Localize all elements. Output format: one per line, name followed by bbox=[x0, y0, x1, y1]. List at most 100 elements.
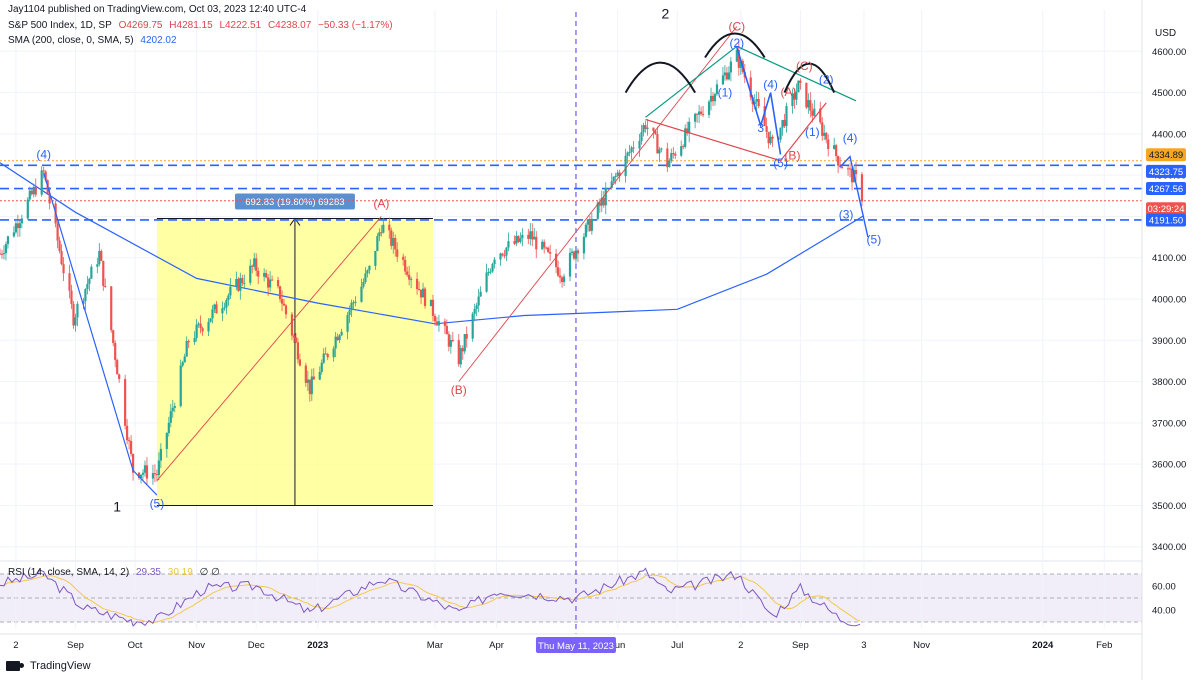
candles[interactable] bbox=[0, 41, 864, 485]
candle-body bbox=[169, 411, 172, 423]
candle-body bbox=[485, 272, 488, 292]
candle-body bbox=[187, 341, 190, 343]
candle-body bbox=[284, 305, 288, 315]
candle-body bbox=[624, 155, 627, 177]
candle-body bbox=[819, 108, 822, 123]
candle-body bbox=[410, 278, 413, 280]
candle-body bbox=[823, 132, 826, 136]
candle-body bbox=[848, 168, 852, 170]
candle-body bbox=[699, 111, 703, 114]
candle-body bbox=[60, 250, 63, 265]
candle-body bbox=[0, 253, 4, 255]
price-tick-label: 3400.00 bbox=[1152, 542, 1186, 553]
price-tick-label: 3500.00 bbox=[1152, 501, 1186, 512]
price-level-badge bbox=[1146, 164, 1186, 178]
measure-box[interactable]: 692.83 (19.80%) 69283 bbox=[156, 193, 433, 506]
candle-body bbox=[584, 224, 587, 237]
candle-body bbox=[312, 376, 315, 380]
price-tick-label: 4500.00 bbox=[1152, 88, 1186, 99]
candle-body bbox=[487, 271, 490, 273]
candle-body bbox=[725, 72, 729, 80]
candle-body bbox=[324, 353, 327, 355]
candle-body bbox=[404, 259, 407, 272]
candle-body bbox=[213, 304, 216, 310]
candle-body bbox=[137, 472, 141, 479]
candle-body bbox=[602, 197, 605, 206]
candle-body bbox=[354, 301, 357, 303]
candle-body bbox=[185, 341, 188, 357]
candle-body bbox=[797, 80, 800, 93]
wave-labels: (4)(5)1(A)(B)2(C)(2)(1)(4)3(A)(C)(2)(B)(… bbox=[36, 5, 881, 514]
head-arc bbox=[704, 32, 766, 59]
wave-line-red-c bbox=[458, 26, 738, 382]
time-tick-label: Sep bbox=[792, 640, 809, 651]
candle-body bbox=[674, 153, 677, 156]
candle-body bbox=[698, 111, 701, 115]
price-tick-label: 3900.00 bbox=[1152, 336, 1186, 347]
candle-body bbox=[269, 279, 272, 288]
tradingview-brand[interactable]: TradingView bbox=[6, 660, 91, 672]
ohlc-close: C4238.07 bbox=[267, 20, 312, 31]
candle-body bbox=[737, 49, 740, 68]
rsi-value: 29.35 bbox=[135, 567, 161, 578]
candle-body bbox=[811, 110, 814, 116]
candle-body bbox=[531, 231, 534, 240]
candle-body bbox=[715, 84, 719, 95]
candle-body bbox=[684, 128, 687, 147]
brand-name: TradingView bbox=[30, 660, 91, 672]
shoulder-arc-left bbox=[624, 61, 696, 94]
candle-body bbox=[239, 278, 242, 291]
candle-body bbox=[44, 171, 47, 181]
candle-body bbox=[179, 365, 182, 407]
candle-body bbox=[443, 321, 446, 326]
candle-body bbox=[362, 282, 365, 287]
candle-body bbox=[610, 181, 613, 189]
price-level-badge bbox=[1146, 213, 1186, 227]
candle-body bbox=[666, 148, 669, 168]
wedge-upper bbox=[645, 45, 857, 118]
candle-body bbox=[26, 199, 29, 219]
candle-body bbox=[763, 106, 766, 127]
candle-body bbox=[145, 465, 149, 479]
rsi-pane bbox=[0, 573, 1142, 623]
candle-body bbox=[757, 99, 760, 107]
candle-body bbox=[402, 256, 405, 260]
candle-body bbox=[84, 289, 87, 302]
candle-body bbox=[471, 313, 474, 339]
candle-body bbox=[694, 113, 697, 122]
candle-body bbox=[672, 153, 675, 155]
candle-body bbox=[360, 286, 363, 302]
candle-body bbox=[749, 77, 752, 98]
candle-body bbox=[322, 353, 325, 363]
candle-body bbox=[171, 407, 174, 412]
candle-body bbox=[835, 145, 838, 157]
candle-body bbox=[616, 172, 619, 176]
sma-value: 4202.02 bbox=[140, 35, 177, 46]
candle-body bbox=[76, 303, 79, 318]
wave-line-blue-wxy bbox=[736, 46, 782, 155]
rsi-main-line bbox=[0, 567, 861, 627]
candle-body bbox=[781, 119, 784, 128]
candle-body bbox=[713, 94, 717, 102]
elliott-drawings[interactable] bbox=[43, 26, 869, 496]
price-level-badge bbox=[1146, 148, 1186, 162]
price-levels[interactable] bbox=[0, 160, 1142, 221]
candle-body bbox=[549, 252, 552, 254]
candle-body bbox=[753, 101, 756, 105]
candle-body bbox=[396, 249, 399, 257]
price-tick-label: 4100.00 bbox=[1152, 253, 1186, 264]
candle-body bbox=[308, 379, 311, 395]
candle-body bbox=[568, 252, 572, 277]
legend-rsi: RSI (14, close, SMA, 14, 2) 29.35 30.19 … bbox=[8, 567, 224, 578]
candle-body bbox=[429, 299, 433, 307]
candle-body bbox=[517, 235, 520, 242]
candle-body bbox=[392, 238, 395, 246]
candle-body bbox=[265, 273, 268, 278]
candle-body bbox=[34, 186, 37, 195]
wave-label: (5) bbox=[150, 497, 165, 511]
wave-line-blue-decline bbox=[43, 172, 158, 496]
wave-label: (A) bbox=[373, 196, 389, 210]
time-tick-label: 2 bbox=[13, 640, 18, 651]
candle-body bbox=[12, 232, 16, 237]
